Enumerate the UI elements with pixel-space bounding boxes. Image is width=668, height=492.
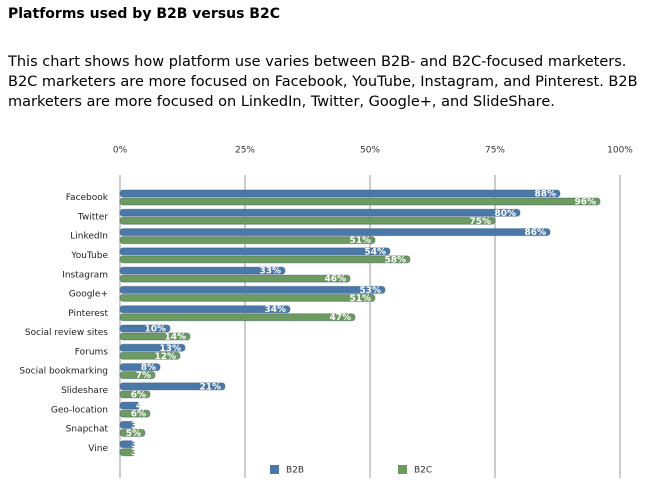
value-label: 12% bbox=[154, 352, 176, 362]
value-label: 54% bbox=[364, 247, 386, 257]
bar bbox=[119, 409, 151, 418]
value-label: 14% bbox=[164, 333, 186, 343]
y-tick-label: Vine bbox=[88, 444, 108, 454]
value-label: 75% bbox=[469, 217, 491, 227]
value-label: 6% bbox=[131, 390, 146, 400]
bar bbox=[119, 343, 186, 352]
bar bbox=[119, 208, 521, 217]
y-tick-label: LinkedIn bbox=[70, 232, 108, 242]
bar bbox=[119, 332, 191, 341]
value-label: 10% bbox=[144, 325, 166, 335]
y-tick-label: Snapchat bbox=[66, 425, 109, 435]
bar bbox=[119, 363, 161, 372]
value-label: 5% bbox=[126, 429, 141, 439]
legend-swatch bbox=[270, 465, 279, 474]
y-tick-label: Pinterest bbox=[68, 309, 108, 319]
value-label: 80% bbox=[494, 209, 516, 219]
bar bbox=[119, 189, 561, 198]
y-tick-label: Twitter bbox=[77, 212, 108, 222]
bar bbox=[119, 390, 151, 399]
legend-label: B2C bbox=[414, 466, 432, 476]
bar bbox=[119, 382, 226, 391]
bar bbox=[119, 285, 386, 294]
bar bbox=[119, 266, 286, 275]
value-label: 88% bbox=[534, 190, 556, 200]
legend-swatch bbox=[398, 465, 407, 474]
value-label: 3% bbox=[131, 448, 146, 458]
value-label: 47% bbox=[329, 313, 351, 323]
bar bbox=[119, 197, 601, 206]
legend-label: B2B bbox=[286, 466, 304, 476]
bar bbox=[119, 401, 141, 410]
y-tick-label: Facebook bbox=[66, 193, 109, 203]
bar bbox=[119, 274, 351, 283]
bar bbox=[119, 324, 171, 333]
bar bbox=[119, 420, 136, 429]
value-label: 6% bbox=[131, 410, 146, 420]
value-label: 4% bbox=[136, 402, 151, 412]
x-tick-label: 75% bbox=[485, 146, 505, 156]
bar bbox=[119, 313, 356, 322]
bar bbox=[119, 351, 181, 360]
y-tick-label: Google+ bbox=[69, 290, 108, 300]
bar bbox=[119, 216, 496, 225]
bar bbox=[119, 371, 156, 380]
value-label: 58% bbox=[384, 255, 406, 265]
bar bbox=[119, 247, 391, 256]
y-tick-label: Social review sites bbox=[25, 328, 108, 338]
y-tick-label: Slideshare bbox=[61, 386, 108, 396]
chart-title: Platforms used by B2B versus B2C bbox=[8, 6, 280, 22]
x-tick-label: 100% bbox=[607, 146, 633, 156]
bar bbox=[119, 428, 146, 437]
value-label: 34% bbox=[264, 305, 286, 315]
value-label: 21% bbox=[199, 382, 221, 392]
y-tick-label: Instagram bbox=[62, 270, 108, 280]
bar bbox=[119, 440, 136, 449]
value-label: 86% bbox=[524, 228, 546, 238]
value-label: 51% bbox=[349, 236, 371, 246]
value-label: 7% bbox=[136, 371, 151, 381]
value-label: 13% bbox=[159, 344, 181, 354]
bar bbox=[119, 255, 411, 264]
y-tick-label: Geo-location bbox=[51, 405, 108, 415]
value-label: 3% bbox=[131, 440, 146, 450]
value-label: 96% bbox=[574, 198, 596, 208]
value-label: 51% bbox=[349, 294, 371, 304]
x-tick-label: 0% bbox=[113, 146, 128, 156]
value-label: 33% bbox=[259, 267, 281, 277]
y-tick-label: Social bookmarking bbox=[19, 367, 108, 377]
value-label: 8% bbox=[141, 363, 156, 373]
value-label: 53% bbox=[359, 286, 381, 296]
chart-subtitle: This chart shows how platform use varies… bbox=[8, 54, 638, 110]
bar bbox=[119, 448, 136, 457]
x-tick-label: 25% bbox=[235, 146, 255, 156]
x-tick-label: 50% bbox=[360, 146, 380, 156]
bar bbox=[119, 305, 291, 314]
y-tick-label: Forums bbox=[75, 347, 109, 357]
value-label: 46% bbox=[324, 275, 346, 285]
y-tick-label: YouTube bbox=[70, 251, 108, 261]
bar bbox=[119, 236, 376, 245]
bar bbox=[119, 228, 551, 237]
value-label: 3% bbox=[131, 421, 146, 431]
bar bbox=[119, 293, 376, 302]
